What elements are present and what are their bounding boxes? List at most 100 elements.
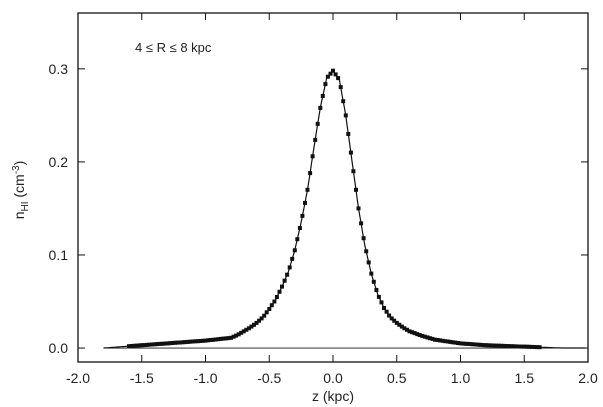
plot-frame <box>77 12 589 363</box>
data-point <box>333 72 338 77</box>
data-point <box>216 337 221 342</box>
data-point <box>535 345 539 350</box>
data-point <box>405 327 409 332</box>
data-point <box>394 320 399 325</box>
data-point <box>338 85 343 90</box>
data-point <box>272 299 277 304</box>
data-point <box>221 336 226 341</box>
data-point <box>157 341 162 346</box>
data-point <box>494 343 499 348</box>
data-point <box>203 338 208 343</box>
data-point <box>195 339 200 344</box>
data-point <box>427 336 432 341</box>
data-point <box>387 313 392 318</box>
data-point <box>425 335 430 340</box>
data-point <box>417 333 422 337</box>
data-point <box>445 339 450 344</box>
y-tick-label: 0.0 <box>49 340 69 356</box>
data-point <box>382 306 386 310</box>
data-point <box>175 340 180 345</box>
data-point <box>290 256 295 261</box>
data-point <box>473 342 478 347</box>
data-point <box>456 341 460 345</box>
data-point <box>249 324 254 329</box>
data-point <box>231 334 236 339</box>
data-point <box>527 344 532 349</box>
data-point <box>422 334 427 339</box>
data-point <box>155 342 160 347</box>
data-point <box>410 330 415 335</box>
y-axis-label-close: ) <box>11 161 27 166</box>
data-point <box>297 226 302 230</box>
data-point <box>376 294 381 299</box>
data-point <box>379 300 384 305</box>
data-point <box>149 342 154 347</box>
data-point <box>369 271 374 276</box>
data-point <box>218 336 223 341</box>
y-axis-ticks: 0.0 0.1 0.2 0.3 <box>49 61 588 356</box>
data-point <box>254 320 259 325</box>
x-tick-label: 0.5 <box>387 370 407 386</box>
data-point <box>137 343 142 348</box>
x-tick-label: 0.0 <box>323 370 343 386</box>
y-axis-label-main: n <box>11 212 27 220</box>
y-tick-label: 0.2 <box>49 154 69 170</box>
data-point <box>504 344 509 348</box>
data-point <box>274 295 279 299</box>
data-point <box>201 338 205 343</box>
data-point <box>450 340 455 345</box>
data-point <box>188 339 193 344</box>
data-point <box>170 341 175 345</box>
data-point <box>185 339 190 344</box>
data-point <box>257 318 262 323</box>
data-point <box>313 137 318 142</box>
data-point <box>244 327 249 332</box>
data-point <box>320 94 325 98</box>
data-point <box>491 343 496 348</box>
data-point <box>486 343 491 348</box>
data-point <box>267 307 272 311</box>
data-point <box>127 344 131 349</box>
data-point <box>514 344 519 349</box>
data-point <box>481 343 486 348</box>
data-point <box>448 339 453 344</box>
data-point <box>348 150 353 155</box>
data-point <box>346 132 351 136</box>
data-point <box>371 279 376 284</box>
data-point <box>213 337 218 342</box>
data-point <box>193 339 198 344</box>
data-point <box>269 303 274 308</box>
y-axis-label-unit: (cm <box>11 174 27 201</box>
data-point <box>318 105 323 110</box>
x-tick-label: 1.5 <box>515 370 535 386</box>
data-point <box>351 169 356 174</box>
data-point <box>522 344 527 349</box>
x-tick-label: 1.0 <box>451 370 471 386</box>
y-tick-label: 0.1 <box>49 247 69 263</box>
data-point <box>341 99 346 104</box>
data-point <box>529 344 534 349</box>
x-tick-label: -2.0 <box>66 370 90 386</box>
data-point <box>162 341 167 346</box>
data-point <box>147 342 152 347</box>
data-point <box>134 343 139 348</box>
data-point <box>496 343 501 348</box>
data-point <box>524 344 529 349</box>
data-point <box>519 344 524 349</box>
data-point <box>374 288 379 292</box>
data-point <box>420 333 425 338</box>
data-point <box>461 341 466 346</box>
data-point <box>435 338 440 342</box>
data-point <box>453 340 458 345</box>
data-point <box>463 341 468 346</box>
density-curve <box>103 69 586 349</box>
data-point <box>468 342 473 347</box>
data-point <box>132 343 137 348</box>
data-point <box>484 343 488 348</box>
data-point <box>512 344 517 349</box>
data-point <box>139 343 144 348</box>
data-point <box>310 154 315 159</box>
data-point <box>364 249 369 254</box>
data-point <box>172 340 177 345</box>
